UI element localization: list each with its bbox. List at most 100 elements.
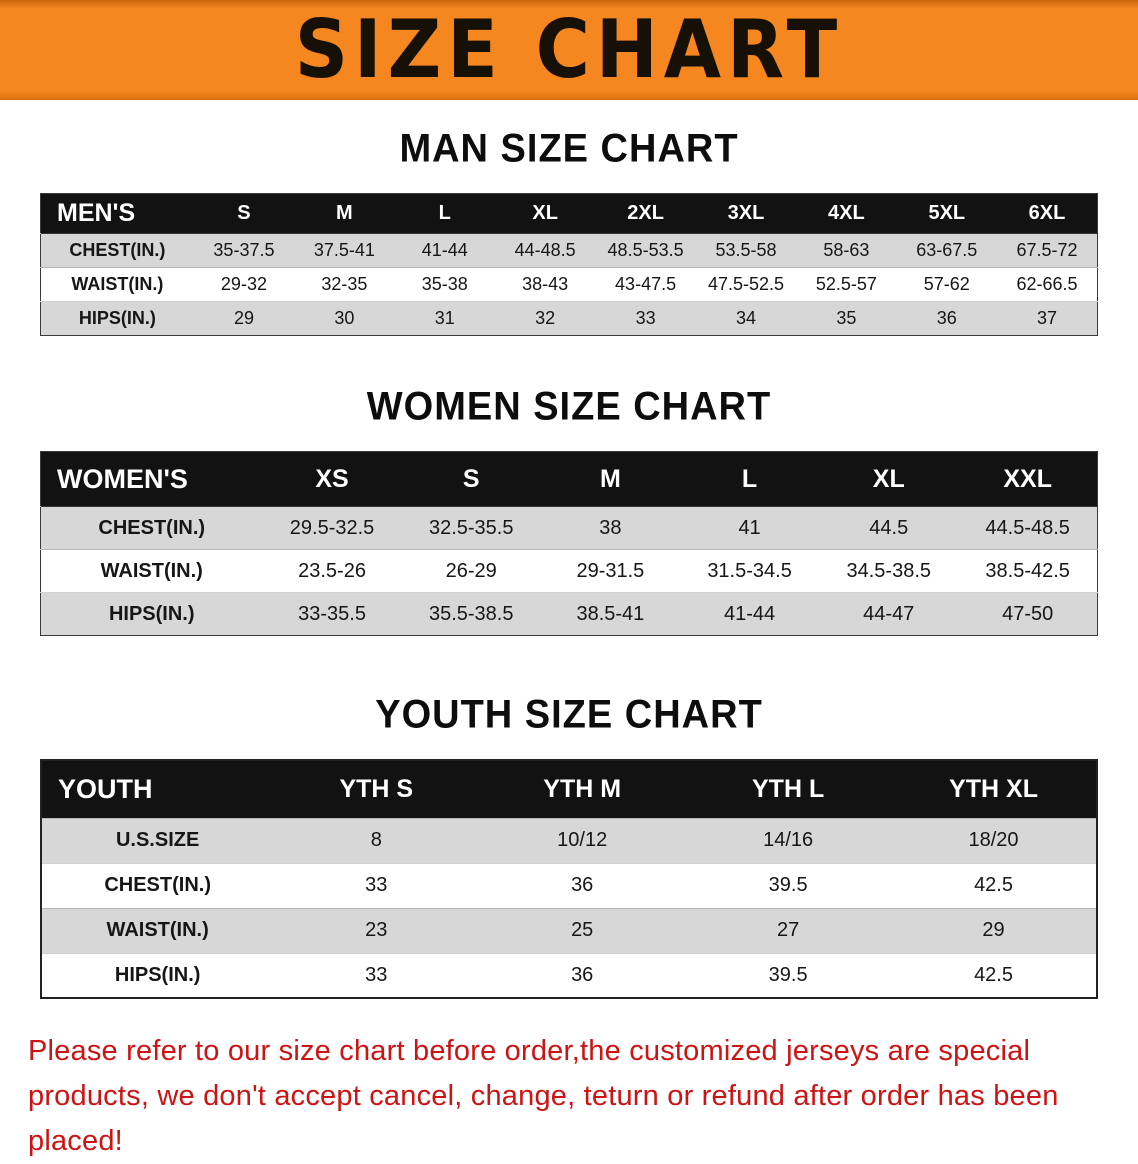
table-cell: 48.5-53.5 xyxy=(595,233,696,268)
table-cell: 25 xyxy=(479,907,686,953)
column-header: XL xyxy=(819,451,959,507)
size-table: MEN'S S M L XL 2XL 3XL 4XL 5XL 6XL CHEST(IN.) 35-37… xyxy=(40,193,1098,336)
table-cell: 35 xyxy=(796,301,897,336)
table-cell: 58-63 xyxy=(796,233,897,268)
women-size-table: WOMEN'S XS S M L XL XXL CHEST(IN.) 29.5-32.5 32.5… xyxy=(40,451,1098,636)
table-row: HIPS(IN.) 29 30 31 32 33 34 35 36 37 xyxy=(40,301,1098,336)
table-cell: 41-44 xyxy=(679,592,820,636)
table-cell: 29-32 xyxy=(193,267,295,302)
table-cell: 32.5-35.5 xyxy=(401,506,541,550)
table-cell: 44-47 xyxy=(819,592,959,636)
row-label: HIPS(IN.) xyxy=(40,592,263,636)
table-cell: 38.5-42.5 xyxy=(958,549,1098,593)
size-chart-banner: SIZE CHART xyxy=(0,0,1138,100)
row-label: U.S.SIZE xyxy=(41,817,274,863)
table-cell: 36 xyxy=(896,301,997,336)
table-cell: 14/16 xyxy=(685,817,892,863)
table-cell: 33-35.5 xyxy=(262,592,402,636)
table-row: HIPS(IN.) 33 36 39.5 42.5 xyxy=(41,952,1097,998)
column-header: S xyxy=(401,451,541,507)
table-cell: 23 xyxy=(273,907,480,953)
table-cell: 18/20 xyxy=(891,817,1097,863)
row-label: WAIST(IN.) xyxy=(41,907,274,953)
table-cell: 37.5-41 xyxy=(294,233,395,268)
table-row: WAIST(IN.) 29-32 32-35 35-38 38-43 43-47.5 47.… xyxy=(40,267,1098,302)
row-label: HIPS(IN.) xyxy=(40,301,194,336)
column-header: 4XL xyxy=(796,193,897,234)
table-cell: 42.5 xyxy=(891,952,1097,998)
table-cell: 33 xyxy=(595,301,696,336)
table-cell: 29 xyxy=(193,301,295,336)
column-header: 5XL xyxy=(896,193,997,234)
table-cell: 42.5 xyxy=(891,862,1097,908)
table-cell: 34.5-38.5 xyxy=(819,549,959,593)
column-header: YTH M xyxy=(479,760,686,818)
table-cell: 39.5 xyxy=(685,862,892,908)
column-header: L xyxy=(679,451,820,507)
table-cell: 38.5-41 xyxy=(540,592,680,636)
disclaimer-line-2: we don't accept cancel, change, teturn o… xyxy=(28,1079,1059,1157)
disclaimer-note: Please refer to our size chart before or… xyxy=(28,1029,1110,1164)
table-title-cell: YOUTH xyxy=(41,760,274,818)
size-table: YOUTH YTH S YTH M YTH L YTH XL U.S.SIZE 8 10/12… xyxy=(40,759,1098,999)
table-cell: 41-44 xyxy=(394,233,495,268)
column-header: YTH L xyxy=(685,760,892,818)
disclaimer-line-1: Please refer to our size chart before or… xyxy=(28,1035,1031,1112)
table-cell: 47-50 xyxy=(958,592,1098,636)
column-header: 3XL xyxy=(695,193,797,234)
table-header-row: YOUTH YTH S YTH M YTH L YTH XL xyxy=(41,760,1097,818)
man-size-chart-heading: MAN SIZE CHART xyxy=(399,126,739,172)
table-cell: 36 xyxy=(479,862,686,908)
table-cell: 32-35 xyxy=(294,267,395,302)
table-cell: 30 xyxy=(294,301,395,336)
table-cell: 34 xyxy=(695,301,797,336)
table-cell: 29 xyxy=(891,907,1097,953)
column-header: 2XL xyxy=(595,193,696,234)
table-header-row: MEN'S S M L XL 2XL 3XL 4XL 5XL 6XL xyxy=(40,193,1098,234)
table-title-cell: WOMEN'S xyxy=(40,451,263,507)
column-header: M xyxy=(540,451,680,507)
row-label: CHEST(IN.) xyxy=(41,862,274,908)
table-cell: 44.5-48.5 xyxy=(958,506,1098,550)
youth-size-chart-heading: YOUTH SIZE CHART xyxy=(375,692,763,738)
table-cell: 44.5 xyxy=(819,506,959,550)
table-cell: 44-48.5 xyxy=(494,233,596,268)
column-header: M xyxy=(294,193,395,234)
women-size-chart-heading: WOMEN SIZE CHART xyxy=(366,384,772,430)
table-cell: 57-62 xyxy=(896,267,997,302)
table-cell: 23.5-26 xyxy=(262,549,402,593)
table-cell: 41 xyxy=(679,506,820,550)
table-row: CHEST(IN.) 29.5-32.5 32.5-35.5 38 41 44.5 44.5… xyxy=(40,506,1098,550)
table-cell: 43-47.5 xyxy=(595,267,696,302)
table-row: WAIST(IN.) 23.5-26 26-29 29-31.5 31.5-34.5 34… xyxy=(40,549,1098,593)
table-cell: 33 xyxy=(273,862,480,908)
women-size-chart-section: WOMEN SIZE CHART WOMEN'S XS S M L XL XXL CHEST(… xyxy=(0,384,1138,636)
column-header: XS xyxy=(262,451,402,507)
youth-size-table: YOUTH YTH S YTH M YTH L YTH XL U.S.SIZE 8 10/12… xyxy=(40,759,1098,999)
page-title: SIZE CHART xyxy=(294,3,844,97)
table-header-row: WOMEN'S XS S M L XL XXL xyxy=(40,451,1098,507)
table-cell: 8 xyxy=(273,817,480,863)
table-title-cell: MEN'S xyxy=(40,193,194,234)
table-cell: 35-37.5 xyxy=(193,233,295,268)
man-size-table: MEN'S S M L XL 2XL 3XL 4XL 5XL 6XL CHEST(IN.) 35-37… xyxy=(40,193,1098,336)
table-cell: 35-38 xyxy=(394,267,495,302)
table-cell: 31 xyxy=(394,301,495,336)
youth-size-chart-section: YOUTH SIZE CHART YOUTH YTH S YTH M YTH L YTH… xyxy=(0,692,1138,999)
column-header: YTH XL xyxy=(891,760,1097,818)
table-cell: 32 xyxy=(494,301,596,336)
table-cell: 63-67.5 xyxy=(896,233,997,268)
table-row: HIPS(IN.) 33-35.5 35.5-38.5 38.5-41 41-44 44-… xyxy=(40,592,1098,636)
table-row: WAIST(IN.) 23 25 27 29 xyxy=(41,907,1097,953)
man-size-chart-section: MAN SIZE CHART MEN'S S M L XL 2XL 3XL 4XL 5XL 6XL… xyxy=(0,126,1138,336)
column-header: XL xyxy=(494,193,596,234)
table-cell: 36 xyxy=(479,952,686,998)
table-cell: 33 xyxy=(273,952,480,998)
row-label: CHEST(IN.) xyxy=(40,233,194,268)
size-table: WOMEN'S XS S M L XL XXL CHEST(IN.) 29.5-32.5 32.5… xyxy=(40,451,1098,636)
table-cell: 53.5-58 xyxy=(695,233,797,268)
table-cell: 29.5-32.5 xyxy=(262,506,402,550)
table-cell: 38 xyxy=(540,506,680,550)
table-row: CHEST(IN.) 35-37.5 37.5-41 41-44 44-48.5 48.5… xyxy=(40,233,1098,268)
